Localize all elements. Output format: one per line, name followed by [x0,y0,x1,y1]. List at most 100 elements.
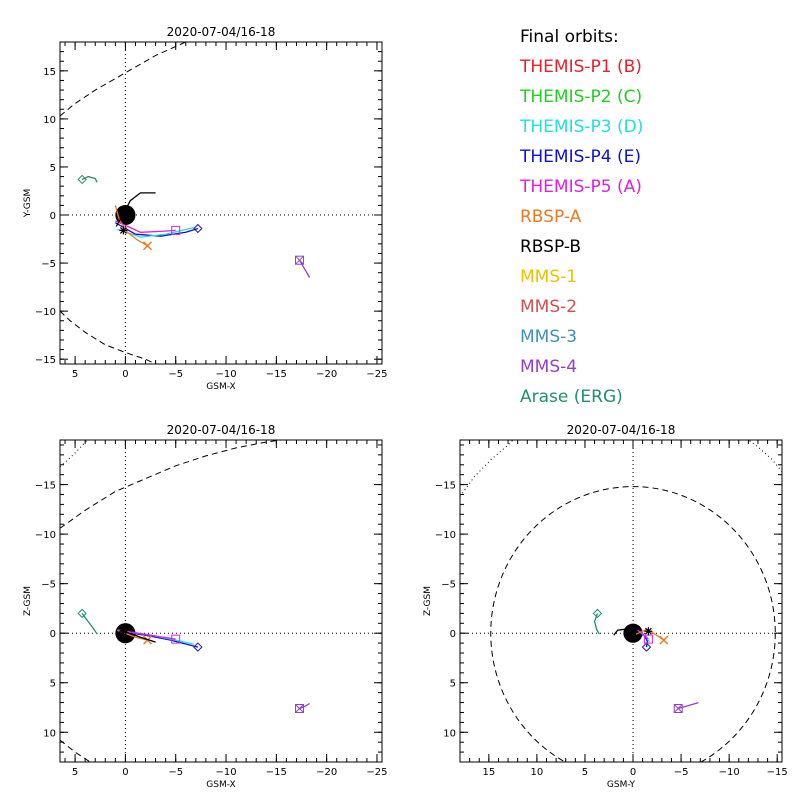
orbit-track [298,259,311,278]
y-tick-label: 15 [43,67,56,78]
y-tick-label: 5 [50,163,56,174]
y-tick-label: 0 [450,629,456,640]
orbit-marker [659,635,669,645]
x-tick-label: −20 [316,767,337,778]
legend-item: MMS-4 [520,357,578,377]
boundary-curve [60,310,156,364]
orbit-track [593,613,600,635]
axis-frame [59,41,383,365]
panel-3: 15 10 5 0 −5 −10 −15 −15 −10 −5 0 5 10 2020-07-04/16-… [423,423,788,790]
x-tick-label: −25 [366,369,387,380]
orbit-marker [77,174,87,185]
x-tick-label: 5 [72,369,78,380]
legend-item: MMS-2 [520,297,578,317]
orbit-track [299,702,310,710]
legend-item: MMS-1 [520,267,578,287]
legend-item: THEMIS-P5 (A) [520,177,642,197]
y-tick-label: −10 [35,307,56,318]
orbit-marker [644,627,653,636]
x-tick-label: 0 [122,369,128,380]
boundary-curve [60,440,282,529]
x-tick-label: 5 [72,767,78,778]
boundary-curve [60,42,187,117]
y-axis-label: Y-GSM [23,189,33,218]
x-axis-label: GSM-Y [607,780,636,790]
plot-area [60,42,382,364]
y-tick-label: 0 [50,629,56,640]
x-axis-label: GSM-X [206,780,235,790]
x-tick-label: 15 [482,767,495,778]
legend-item: RBSP-B [520,237,582,257]
legend-item: RBSP-A [520,207,582,227]
chart-title: 2020-07-04/16-18 [167,25,276,39]
y-axis-label: Z-GSM [423,586,433,616]
x-tick-label: −15 [266,369,287,380]
orbit-marker [171,225,181,235]
legend-item: THEMIS-P2 (C) [520,87,643,107]
earth [623,623,643,643]
y-tick-label: 10 [443,728,456,739]
orbit-track [115,192,156,227]
orbit-marker [641,642,652,652]
y-tick-label: 10 [43,115,56,126]
orbit-track [114,222,199,237]
orbit-marker [119,627,128,636]
orbit-track [81,613,98,635]
legend-title: Final orbits: [520,27,619,47]
orbit-track [119,629,176,640]
orbit-marker [193,642,203,652]
x-tick-label: −15 [266,767,287,778]
y-tick-label: 10 [43,728,56,739]
orbit-marker [673,703,683,713]
orbit-track [120,629,156,643]
y-axis-label: Z-GSM [23,586,33,616]
orbit-marker [143,241,153,251]
orbit-marker [119,226,128,235]
orbit-marker [592,608,603,619]
orbit-track [613,628,626,636]
orbit-marker [77,608,87,619]
x-tick-label: −10 [215,369,236,380]
y-tick-label: −5 [41,580,56,591]
y-tick-label: −10 [35,530,56,541]
axis-frame [459,439,783,763]
legend-item: THEMIS-P3 (D) [520,117,644,137]
boundary-curve [460,440,514,497]
y-tick-label: −5 [41,259,56,270]
legend-item: THEMIS-P1 (B) [520,57,642,77]
y-tick-label: −10 [435,530,456,541]
panel-2: 5 0 −5 −10 −15 −20 −25 −15 −10 −5 0 5 10 2020-07-04/1… [23,423,388,790]
x-tick-label: 5 [582,767,588,778]
y-tick-label: −5 [441,580,456,591]
orbit-marker [294,255,304,265]
y-tick-label: 0 [50,211,56,222]
x-tick-label: −10 [719,767,740,778]
orbit-track [114,205,148,247]
x-tick-label: −5 [674,767,689,778]
plot-area [60,440,382,762]
y-tick-label: −15 [435,481,456,492]
boundary-curve [60,440,88,468]
legend-item: THEMIS-P4 (E) [520,147,641,167]
y-tick-label: 5 [450,679,456,690]
x-tick-label: −20 [316,369,337,380]
plot-area [460,440,782,762]
x-tick-label: 10 [531,767,544,778]
x-axis-label: GSM-X [206,382,235,392]
y-tick-label: 5 [50,679,56,690]
legend-item: MMS-3 [520,327,578,347]
y-tick-label: −15 [35,355,56,366]
x-tick-label: −5 [168,369,183,380]
panel-1: 5 0 −5 −10 −15 −20 −25 −15 −10 −5 0 5 10 15 2020-07-04… [23,25,388,392]
x-tick-label: −25 [366,767,387,778]
x-tick-label: −10 [215,767,236,778]
orbit-marker [294,703,304,713]
x-tick-label: −5 [168,767,183,778]
x-tick-label: 0 [122,767,128,778]
x-tick-label: 0 [630,767,636,778]
chart-title: 2020-07-04/16-18 [567,423,676,437]
x-tick-label: −15 [767,767,788,778]
boundary-curve [748,440,782,473]
chart-title: 2020-07-04/16-18 [167,423,276,437]
